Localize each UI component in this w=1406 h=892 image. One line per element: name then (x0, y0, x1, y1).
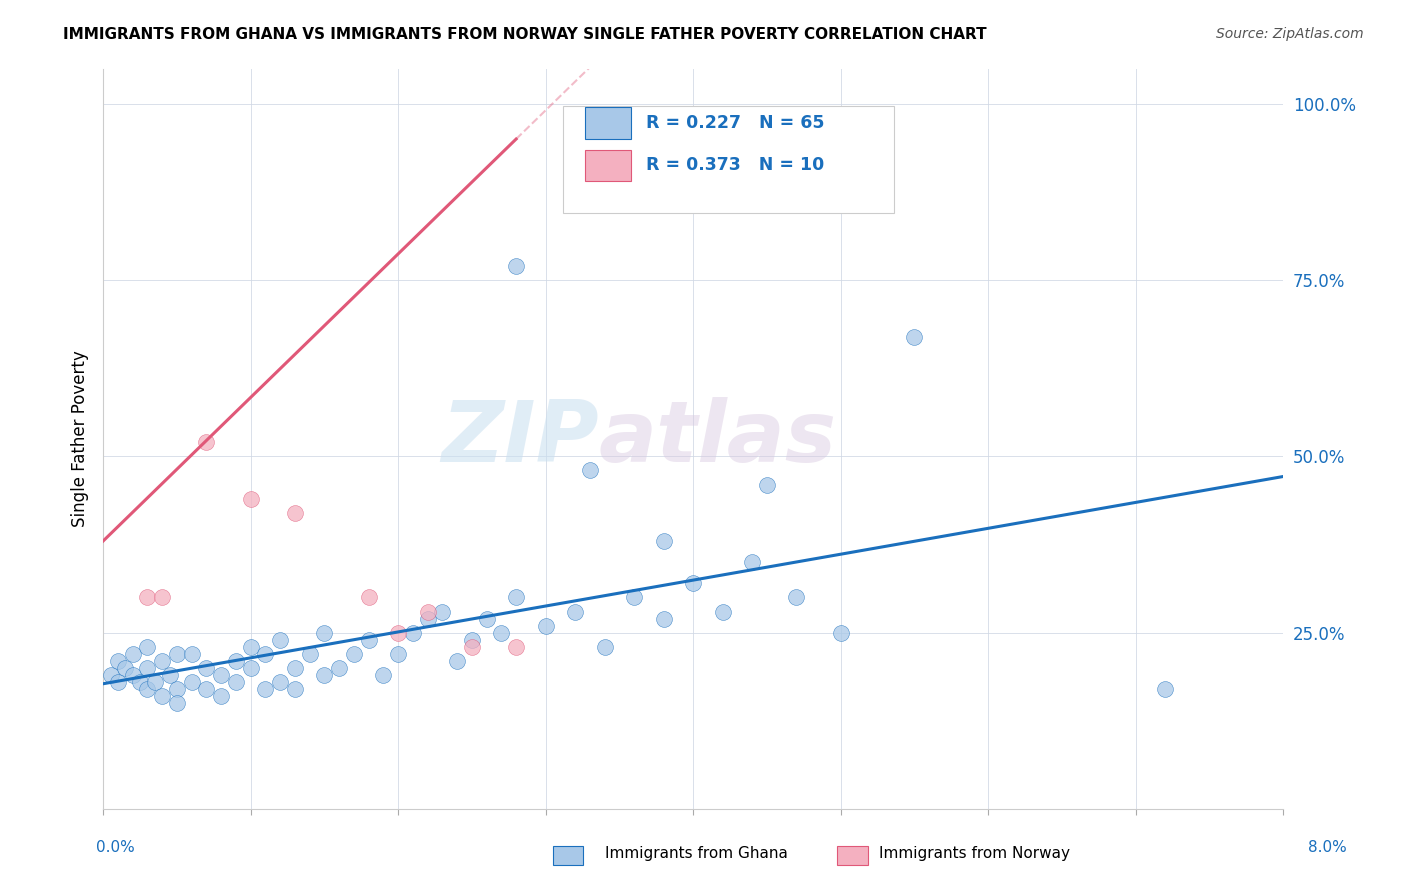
Point (150, 689, 173, 703)
Point (136, 591, 159, 605)
Point (195, 682, 218, 697)
Point (239, 491, 262, 506)
Point (121, 647, 143, 661)
Point (254, 682, 277, 697)
Point (166, 647, 188, 661)
Text: R = 0.227   N = 65: R = 0.227 N = 65 (645, 114, 824, 132)
FancyBboxPatch shape (564, 105, 894, 213)
Point (195, 435, 218, 450)
Point (180, 675, 202, 690)
Text: 8.0%: 8.0% (1308, 840, 1347, 855)
Point (785, 591, 807, 605)
Point (652, 534, 675, 549)
Point (593, 640, 616, 654)
Point (652, 611, 675, 625)
Text: Immigrants from Norway: Immigrants from Norway (879, 847, 1070, 861)
Point (387, 647, 409, 661)
Point (121, 668, 143, 682)
Point (254, 647, 277, 661)
Point (432, 605, 454, 619)
Point (830, 625, 852, 640)
Point (1154, 682, 1177, 697)
Point (461, 640, 484, 654)
Point (711, 605, 734, 619)
Point (446, 654, 468, 668)
Point (505, 640, 527, 654)
Point (166, 696, 188, 710)
Point (284, 682, 307, 697)
Text: atlas: atlas (599, 397, 837, 480)
Point (136, 661, 159, 675)
Point (682, 576, 704, 591)
Point (143, 675, 166, 690)
Point (225, 654, 247, 668)
Point (564, 605, 586, 619)
Point (475, 611, 498, 625)
FancyBboxPatch shape (585, 107, 630, 139)
Point (159, 668, 181, 682)
Point (314, 625, 336, 640)
Point (357, 591, 380, 605)
Point (129, 675, 152, 690)
Point (903, 329, 925, 343)
Point (180, 647, 202, 661)
Point (402, 625, 425, 640)
Point (491, 625, 513, 640)
FancyBboxPatch shape (585, 150, 630, 181)
Y-axis label: Single Father Poverty: Single Father Poverty (72, 351, 89, 527)
Point (195, 661, 218, 675)
Text: ZIP: ZIP (441, 397, 599, 480)
Point (284, 506, 307, 520)
Point (150, 591, 173, 605)
Point (209, 668, 232, 682)
Text: IMMIGRANTS FROM GHANA VS IMMIGRANTS FROM NORWAY SINGLE FATHER POVERTY CORRELATIO: IMMIGRANTS FROM GHANA VS IMMIGRANTS FROM… (63, 27, 987, 42)
Point (136, 640, 159, 654)
Point (461, 632, 484, 647)
Point (343, 647, 366, 661)
Point (284, 661, 307, 675)
Point (373, 668, 395, 682)
Point (209, 689, 232, 703)
Point (239, 640, 262, 654)
Point (239, 661, 262, 675)
Point (579, 463, 602, 477)
Point (755, 477, 778, 491)
Point (741, 555, 763, 569)
Point (357, 632, 380, 647)
Point (298, 647, 321, 661)
Text: 0.0%: 0.0% (96, 840, 135, 855)
Text: Immigrants from Ghana: Immigrants from Ghana (605, 847, 787, 861)
Point (416, 605, 439, 619)
Text: Source: ZipAtlas.com: Source: ZipAtlas.com (1216, 27, 1364, 41)
Point (166, 682, 188, 697)
Point (225, 675, 247, 690)
Point (314, 668, 336, 682)
Point (114, 661, 136, 675)
Point (416, 611, 439, 625)
Point (107, 675, 129, 690)
Point (150, 654, 173, 668)
Point (623, 591, 645, 605)
Point (505, 259, 527, 273)
Point (269, 632, 291, 647)
Point (534, 618, 557, 632)
Text: R = 0.373   N = 10: R = 0.373 N = 10 (645, 156, 824, 174)
Point (107, 654, 129, 668)
Point (387, 625, 409, 640)
Point (328, 661, 350, 675)
Point (100, 668, 122, 682)
Point (505, 591, 527, 605)
Point (269, 675, 291, 690)
Point (136, 682, 159, 697)
